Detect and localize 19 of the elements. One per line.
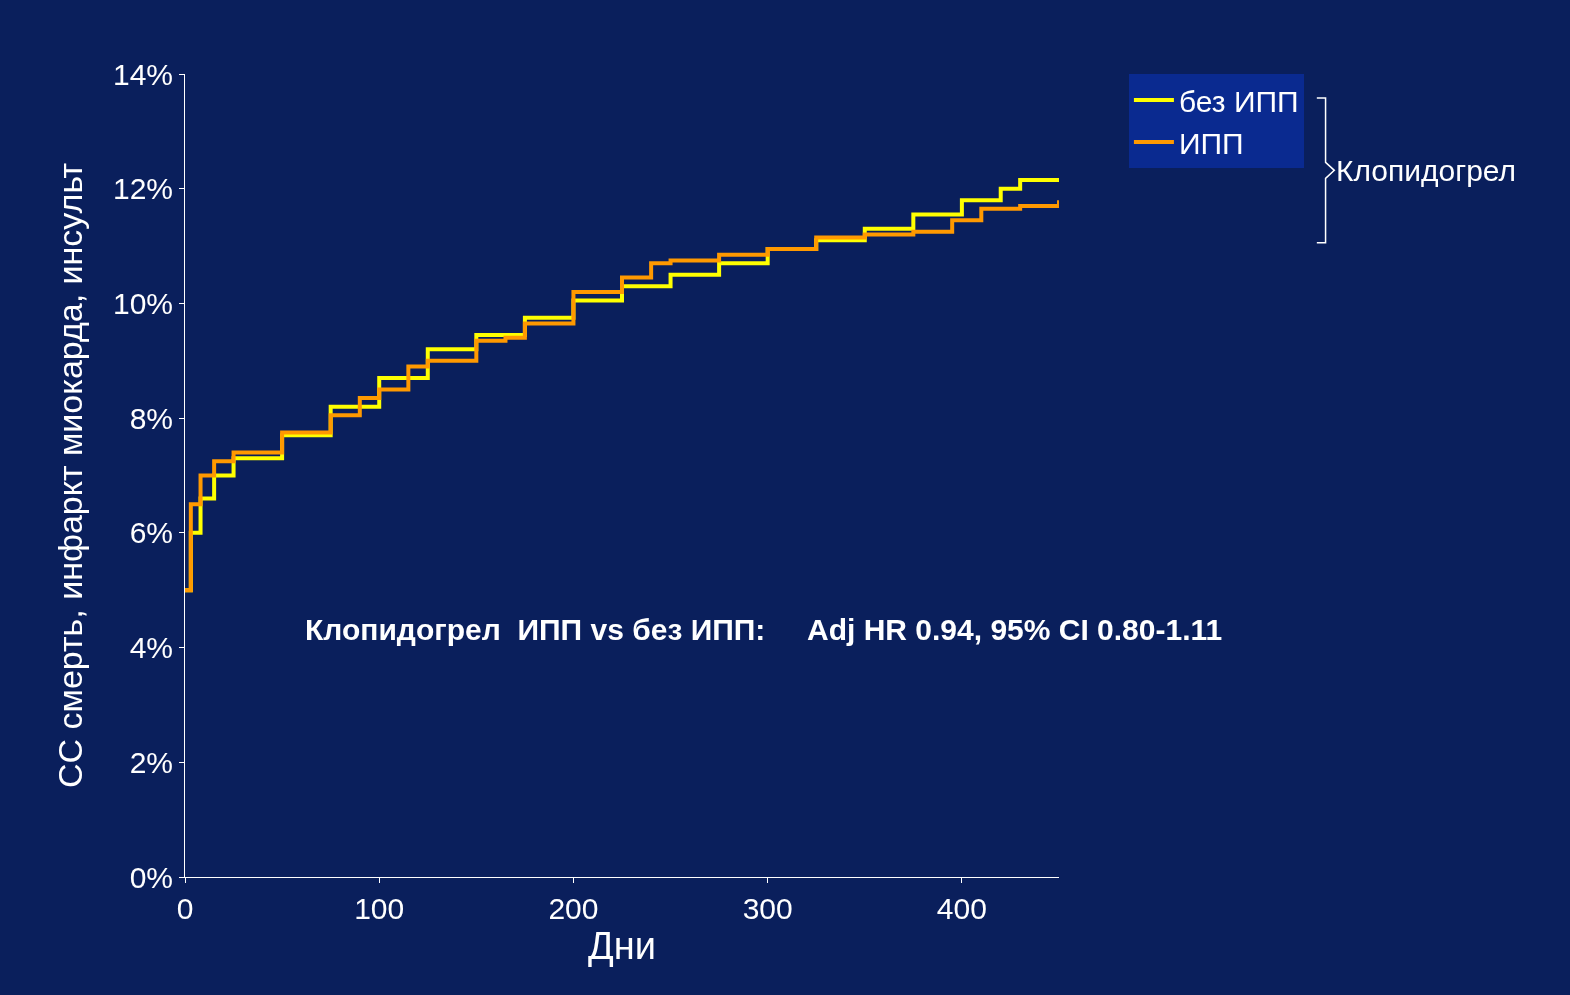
x-tick-label: 0 (176, 892, 194, 925)
y-tick-label: 4% (129, 631, 173, 665)
y-tick-label: 0% (129, 860, 173, 894)
legend-label: ИПП (1178, 126, 1244, 160)
legend-title: Клопидогрел (1336, 154, 1517, 187)
annotation: Клопидогрел ИПП vs без ИПП: Adj HR 0.94, 95% CI 0.80-1.11 (305, 613, 1223, 646)
y-tick-label: 10% (112, 286, 173, 320)
x-tick-label: 400 (936, 892, 987, 925)
x-tick-label: 200 (548, 892, 599, 925)
y-tick-label: 6% (129, 516, 173, 550)
y-tick-label: 2% (129, 745, 173, 779)
x-axis-title: Дни (588, 925, 656, 967)
y-axis-title: СС смерть, инфаркт миокарда, инсульт (50, 162, 89, 789)
y-tick-label: 8% (129, 401, 173, 435)
y-tick-label: 14% (112, 57, 173, 91)
y-tick-label: 12% (112, 172, 173, 206)
legend-label: без ИПП (1178, 84, 1299, 118)
x-tick-label: 100 (354, 892, 405, 925)
x-tick-label: 300 (742, 892, 793, 925)
